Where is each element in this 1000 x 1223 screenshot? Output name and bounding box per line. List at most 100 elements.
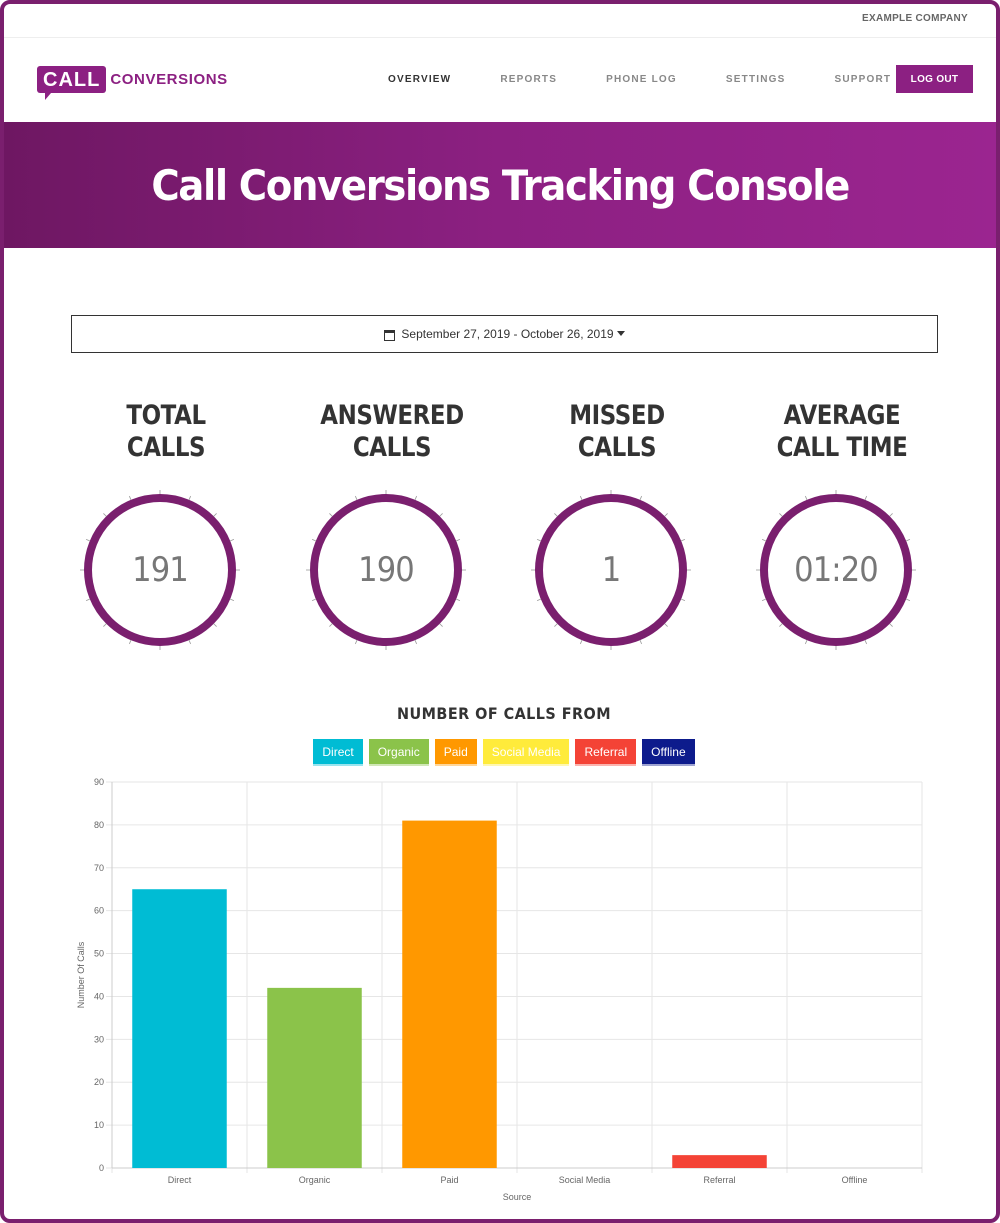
gauge-tick — [311, 598, 316, 601]
x-axis-label: Source — [503, 1192, 532, 1202]
nav-phone-log[interactable]: PHONE LOG — [606, 74, 677, 85]
x-tick-label: Referral — [703, 1175, 735, 1185]
gauge-tick — [85, 598, 90, 601]
legend-item-social-media[interactable]: Social Media — [482, 739, 570, 766]
y-tick-label: 30 — [94, 1034, 104, 1044]
gauge-tick — [681, 539, 686, 542]
gauge-tick — [230, 598, 235, 601]
gauge-ring-circle — [84, 494, 236, 646]
gauge-tick — [103, 623, 107, 627]
stat-label-line2: CALLS — [577, 432, 657, 463]
gauge-tick — [906, 598, 911, 601]
gauge-tick — [639, 495, 642, 500]
gauge-tick — [230, 539, 235, 542]
stat-label: MISSED CALLS — [541, 400, 694, 464]
nav-settings[interactable]: SETTINGS — [725, 74, 786, 85]
calls-bar-chart: 0 10 20 30 40 50 60 70 80 90 Direct Organic Paid Soci… — [76, 777, 923, 1202]
bar-referral[interactable] — [672, 1155, 767, 1168]
gauge-tick — [414, 640, 417, 645]
gauge-tick — [805, 495, 808, 500]
y-tick-label: 80 — [94, 820, 104, 830]
stat-label: ANSWERED CALLS — [316, 400, 469, 464]
nav-support[interactable]: SUPPORT — [834, 74, 892, 85]
x-tick-label: Organic — [299, 1175, 331, 1185]
legend-item-direct[interactable]: Direct — [313, 739, 363, 766]
bar-paid[interactable] — [402, 820, 497, 1168]
logo-call: CALL — [37, 65, 107, 100]
stat-missed-calls: MISSED CALLS 1 — [527, 400, 707, 650]
gauge-tick — [580, 495, 583, 500]
gauge-tick — [456, 598, 461, 601]
chart-legend: Direct Organic Paid Social Media Referra… — [4, 739, 996, 766]
gauge-tick — [329, 513, 333, 517]
gauge-tick — [536, 598, 541, 601]
gauge-tick — [889, 623, 893, 627]
stat-label-line2: CALL TIME — [776, 432, 908, 463]
y-tick-label: 60 — [94, 906, 104, 916]
y-tick-label: 20 — [94, 1077, 104, 1087]
stat-label-line1: ANSWERED — [320, 400, 464, 431]
stat-label-line2: CALLS — [352, 432, 432, 463]
gauge-tick — [85, 539, 90, 542]
nav-overview[interactable]: OVERVIEW — [388, 74, 452, 85]
gauge-tick — [761, 598, 766, 601]
gauge-ring-circle — [310, 494, 462, 646]
gauge-tick — [129, 495, 132, 500]
gauge-tick — [664, 513, 668, 517]
y-tick-label: 50 — [94, 949, 104, 959]
x-tick-label: Offline — [842, 1175, 868, 1185]
main-nav: OVERVIEW REPORTS PHONE LOG SETTINGS SUPP… — [388, 74, 940, 85]
gauge-tick — [554, 623, 558, 627]
gauge-tick — [414, 495, 417, 500]
gauge-tick — [329, 623, 333, 627]
gauge-tick — [864, 495, 867, 500]
gauge-ring-circle — [535, 494, 687, 646]
bar-organic[interactable] — [267, 987, 362, 1168]
gauge-tick — [311, 539, 316, 542]
chart-title: NUMBER OF CALLS FROM — [396, 704, 612, 723]
y-tick-label: 10 — [94, 1120, 104, 1130]
stat-value: 190 — [358, 550, 415, 590]
stat-answered-calls: ANSWERED CALLS 190 — [302, 400, 482, 650]
date-range-picker[interactable]: September 27, 2019 - October 26, 2019 — [71, 315, 938, 353]
gauge-tick — [681, 598, 686, 601]
gauge-tick — [761, 539, 766, 542]
stat-value: 191 — [132, 550, 189, 590]
logout-button[interactable]: LOG OUT — [896, 65, 973, 93]
nav-reports[interactable]: REPORTS — [500, 74, 558, 85]
stat-average-call-time: AVERAGE CALL TIME 01:20 — [752, 400, 932, 650]
legend-item-paid[interactable]: Paid — [434, 739, 477, 766]
y-tick-label: 0 — [99, 1163, 104, 1173]
gauge-tick — [864, 640, 867, 645]
gauge-ring — [531, 490, 691, 650]
gauge-tick — [439, 513, 443, 517]
gauge-tick — [188, 640, 191, 645]
stat-label-line2: CALLS — [126, 432, 206, 463]
gauge-tick — [779, 623, 783, 627]
gauge-tick — [639, 640, 642, 645]
legend-item-offline[interactable]: Offline — [642, 739, 695, 766]
x-tick-label: Direct — [168, 1175, 192, 1185]
gauge-tick — [129, 640, 132, 645]
gauge-tick — [355, 495, 358, 500]
gauge-tick — [889, 513, 893, 517]
caret-down-icon — [616, 330, 625, 336]
gauge-ring — [80, 490, 240, 650]
stat-total-calls: TOTAL CALLS 191 — [76, 400, 256, 650]
y-tick-label: 40 — [94, 991, 104, 1001]
calendar-icon — [384, 329, 396, 341]
stat-label-line1: MISSED — [569, 400, 665, 431]
bar-direct[interactable] — [132, 889, 227, 1168]
legend-item-referral[interactable]: Referral — [575, 739, 637, 766]
gauge-tick — [779, 513, 783, 517]
gauge-tick — [188, 495, 191, 500]
date-range-label: September 27, 2019 - October 26, 2019 — [401, 327, 614, 341]
y-axis-label: Number Of Calls — [76, 941, 86, 1008]
gauge-tick — [355, 640, 358, 645]
gauge-tick — [213, 623, 217, 627]
legend-item-organic[interactable]: Organic — [368, 739, 429, 766]
gauge-tick — [536, 539, 541, 542]
gauge-tick — [906, 539, 911, 542]
logo[interactable]: CALL CONVERSIONS — [37, 62, 228, 100]
